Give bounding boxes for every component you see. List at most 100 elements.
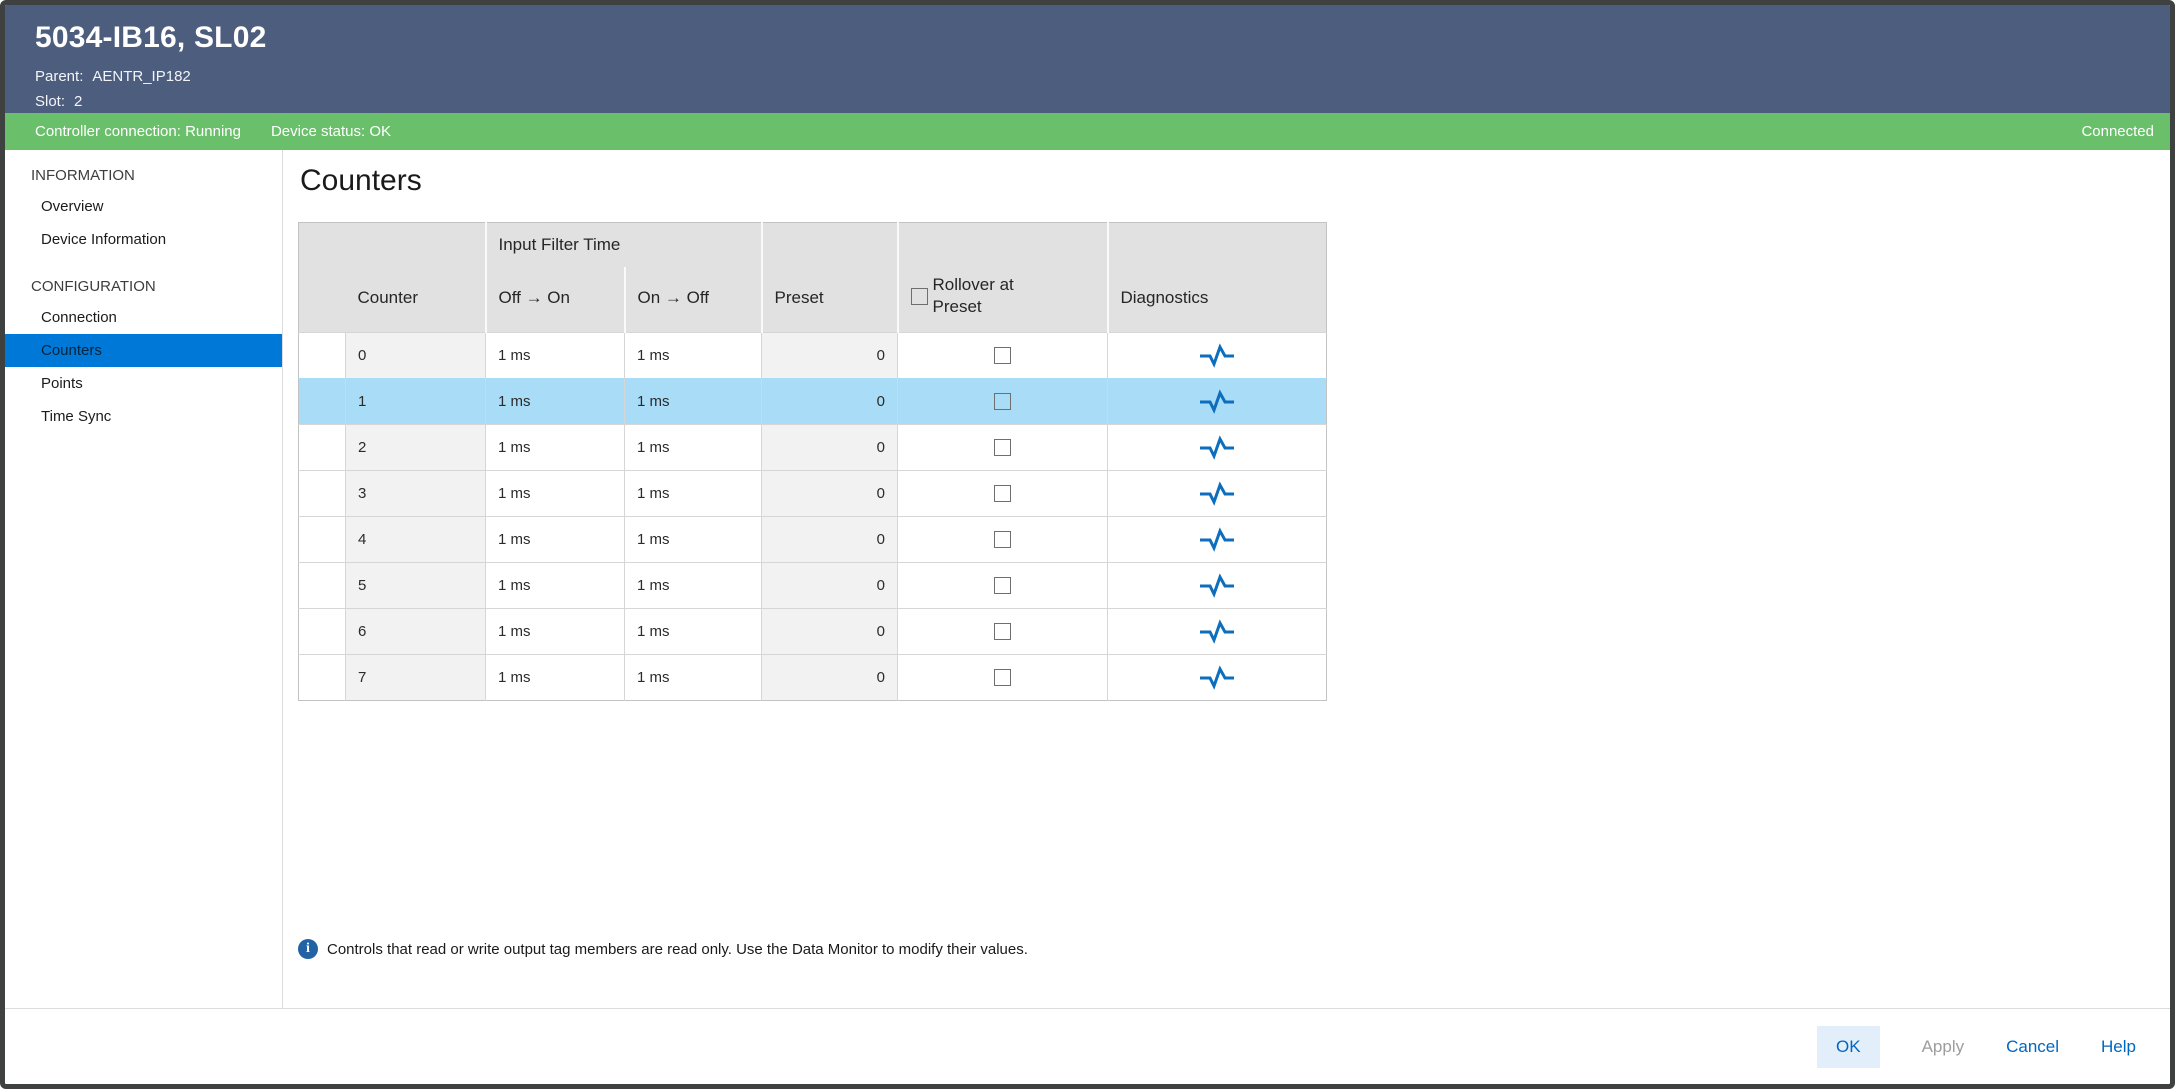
rollover-checkbox[interactable]: [994, 439, 1011, 457]
rollover-column-label: Rollover at Preset: [932, 275, 1014, 316]
sidebar-item-connection[interactable]: Connection: [41, 309, 117, 326]
diagnostics-cell[interactable]: [1107, 516, 1327, 563]
off-on-filter-cell[interactable]: 1 ms: [485, 332, 625, 379]
diagnostics-pulse-icon: [1200, 664, 1234, 690]
on-off-filter-cell[interactable]: 1 ms: [624, 470, 762, 517]
rollover-cell[interactable]: [897, 608, 1108, 655]
preset-cell[interactable]: 0: [761, 470, 898, 517]
diagnostics-cell[interactable]: [1107, 562, 1327, 609]
diagnostics-cell[interactable]: [1107, 654, 1327, 701]
cancel-button[interactable]: Cancel: [2006, 1036, 2060, 1056]
off-on-filter-cell[interactable]: 1 ms: [485, 608, 625, 655]
row-selector-header: [298, 222, 346, 333]
help-button[interactable]: Help: [2101, 1036, 2136, 1056]
counter-cell: 0: [345, 332, 486, 379]
table-row: 4 1 ms 1 ms 0: [298, 516, 1327, 563]
main-content: Counters Counter Input Filter Time Prese…: [283, 150, 2170, 1008]
rollover-cell[interactable]: [897, 516, 1108, 563]
controller-connection-status: Controller connection: Running: [35, 123, 241, 140]
diagnostics-cell[interactable]: [1107, 608, 1327, 655]
rollover-cell[interactable]: [897, 562, 1108, 609]
table-row: 5 1 ms 1 ms 0: [298, 562, 1327, 609]
table-row: 7 1 ms 1 ms 0: [298, 654, 1327, 701]
off-on-filter-cell[interactable]: 1 ms: [485, 470, 625, 517]
off-on-filter-cell[interactable]: 1 ms: [485, 378, 625, 425]
row-selector[interactable]: [298, 470, 346, 517]
on-off-filter-cell[interactable]: 1 ms: [624, 654, 762, 701]
rollover-cell[interactable]: [897, 378, 1108, 425]
page-title: Counters: [300, 164, 422, 197]
diagnostics-pulse-icon: [1200, 434, 1234, 460]
info-icon: i: [298, 939, 318, 959]
row-selector[interactable]: [298, 332, 346, 379]
sidebar-item-device-information[interactable]: Device Information: [41, 231, 167, 248]
rollover-cell[interactable]: [897, 424, 1108, 471]
row-selector[interactable]: [298, 516, 346, 563]
off-on-filter-cell[interactable]: 1 ms: [485, 424, 625, 471]
preset-cell[interactable]: 0: [761, 608, 898, 655]
preset-cell[interactable]: 0: [761, 424, 898, 471]
rollover-checkbox[interactable]: [994, 531, 1011, 549]
apply-button[interactable]: Apply: [1921, 1036, 1965, 1056]
rollover-checkbox[interactable]: [994, 623, 1011, 641]
on-off-filter-cell[interactable]: 1 ms: [624, 608, 762, 655]
footer-button-bar: OK Apply Cancel Help: [5, 1008, 2170, 1084]
on-off-filter-cell[interactable]: 1 ms: [624, 332, 762, 379]
slot-value: 2: [74, 93, 83, 110]
diagnostics-column-header: Diagnostics: [1106, 222, 1327, 333]
off-on-filter-cell[interactable]: 1 ms: [485, 654, 625, 701]
preset-column-header: Preset: [760, 222, 898, 333]
preset-cell[interactable]: 0: [761, 654, 898, 701]
counter-cell: 4: [345, 516, 486, 563]
rollover-checkbox[interactable]: [994, 485, 1011, 503]
on-off-filter-cell[interactable]: 1 ms: [624, 378, 762, 425]
diagnostics-cell[interactable]: [1107, 378, 1327, 425]
counter-column-header: Counter: [345, 222, 486, 333]
table-row: 1 1 ms 1 ms 0: [298, 378, 1327, 425]
sidebar: INFORMATION Overview Device Information CON…: [5, 150, 283, 1008]
row-selector[interactable]: [298, 562, 346, 609]
parent-row: Parent: AENTR_IP182: [35, 64, 2170, 89]
rollover-checkbox[interactable]: [994, 669, 1011, 687]
diagnostics-cell[interactable]: [1107, 424, 1327, 471]
rollover-cell[interactable]: [897, 470, 1108, 517]
sidebar-section-information: INFORMATION: [31, 166, 135, 184]
off-on-filter-cell[interactable]: 1 ms: [485, 516, 625, 563]
diagnostics-cell[interactable]: [1107, 332, 1327, 379]
counter-cell: 7: [345, 654, 486, 701]
rollover-cell[interactable]: [897, 654, 1108, 701]
preset-cell[interactable]: 0: [761, 516, 898, 563]
on-off-filter-cell[interactable]: 1 ms: [624, 562, 762, 609]
row-selector[interactable]: [298, 608, 346, 655]
diagnostics-cell[interactable]: [1107, 470, 1327, 517]
preset-cell[interactable]: 0: [761, 562, 898, 609]
row-selector[interactable]: [298, 424, 346, 471]
window-title: 5034-IB16, SL02: [35, 21, 267, 54]
off-on-filter-cell[interactable]: 1 ms: [485, 562, 625, 609]
preset-cell[interactable]: 0: [761, 378, 898, 425]
rollover-cell[interactable]: [897, 332, 1108, 379]
rollover-checkbox[interactable]: [994, 393, 1011, 411]
table-row: 3 1 ms 1 ms 0: [298, 470, 1327, 517]
on-off-filter-cell[interactable]: 1 ms: [624, 424, 762, 471]
counter-cell: 6: [345, 608, 486, 655]
on-off-filter-cell[interactable]: 1 ms: [624, 516, 762, 563]
sidebar-item-counters[interactable]: Counters: [5, 334, 282, 367]
table-body: 0 1 ms 1 ms 0 1 1 ms 1 ms 0 2 1 ms 1 ms …: [298, 332, 1327, 701]
ok-button[interactable]: OK: [1817, 1025, 1880, 1068]
rollover-all-checkbox[interactable]: [910, 287, 928, 305]
read-only-note-text: Controls that read or write output tag m…: [327, 940, 1028, 958]
rollover-checkbox[interactable]: [994, 577, 1011, 595]
off-on-column-header: Off → On: [484, 266, 625, 333]
row-selector[interactable]: [298, 378, 346, 425]
sidebar-item-time-sync[interactable]: Time Sync: [41, 408, 112, 425]
counter-cell: 1: [345, 378, 486, 425]
sidebar-item-overview[interactable]: Overview: [41, 198, 104, 215]
rollover-checkbox[interactable]: [994, 347, 1011, 365]
row-selector[interactable]: [298, 654, 346, 701]
slot-row: Slot: 2: [35, 89, 2170, 114]
title-header: 5034-IB16, SL02 Parent: AENTR_IP182 Slot:…: [5, 5, 2170, 113]
preset-cell[interactable]: 0: [761, 332, 898, 379]
sidebar-item-points[interactable]: Points: [41, 375, 83, 392]
